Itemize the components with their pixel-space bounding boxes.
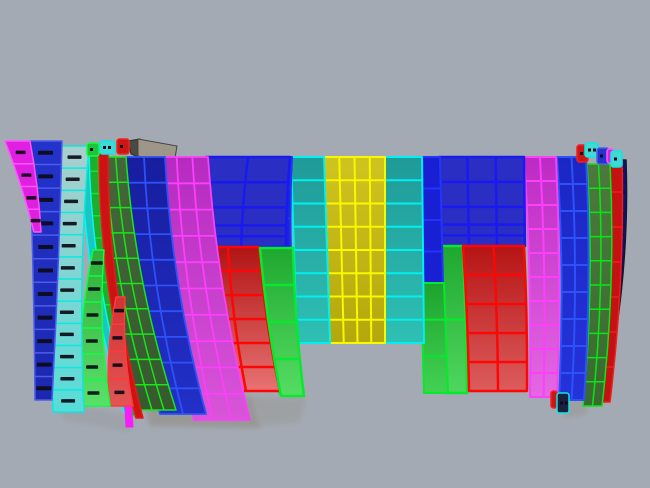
center-yellow-column[interactable] <box>323 156 387 344</box>
left-magenta-wedge[interactable] <box>4 140 42 233</box>
shadow-under-left-grids-far <box>252 396 306 426</box>
bottom-right-navy-tab <box>556 392 570 414</box>
left-green-plate-stack[interactable] <box>78 249 111 407</box>
left-red-plate-stack[interactable] <box>107 296 134 407</box>
right-red-panels[interactable] <box>461 244 529 393</box>
left-red-strip[interactable] <box>98 148 144 419</box>
right-blue-panels[interactable] <box>437 155 527 248</box>
center-right-navy-column[interactable] <box>421 156 444 284</box>
right-magenta-column[interactable] <box>523 156 561 398</box>
left-cyan-tab <box>99 140 116 155</box>
left-green-tab <box>86 142 100 157</box>
center-teal-column-left[interactable] <box>290 156 331 344</box>
right-cyan-tab-2 <box>610 150 623 168</box>
left-red-tab <box>116 138 130 155</box>
right-green-grid[interactable] <box>582 163 613 407</box>
left-cyan-plate-stack[interactable] <box>51 145 90 413</box>
center-right-green-column[interactable] <box>420 282 449 394</box>
right-blue-tab <box>596 147 610 165</box>
bottom-right-red-sliver <box>550 390 558 409</box>
right-blue-column[interactable] <box>556 156 590 401</box>
right-cyan-tab-1 <box>584 142 599 158</box>
center-teal-column-right[interactable] <box>383 156 425 344</box>
left-green-column[interactable] <box>258 246 306 398</box>
